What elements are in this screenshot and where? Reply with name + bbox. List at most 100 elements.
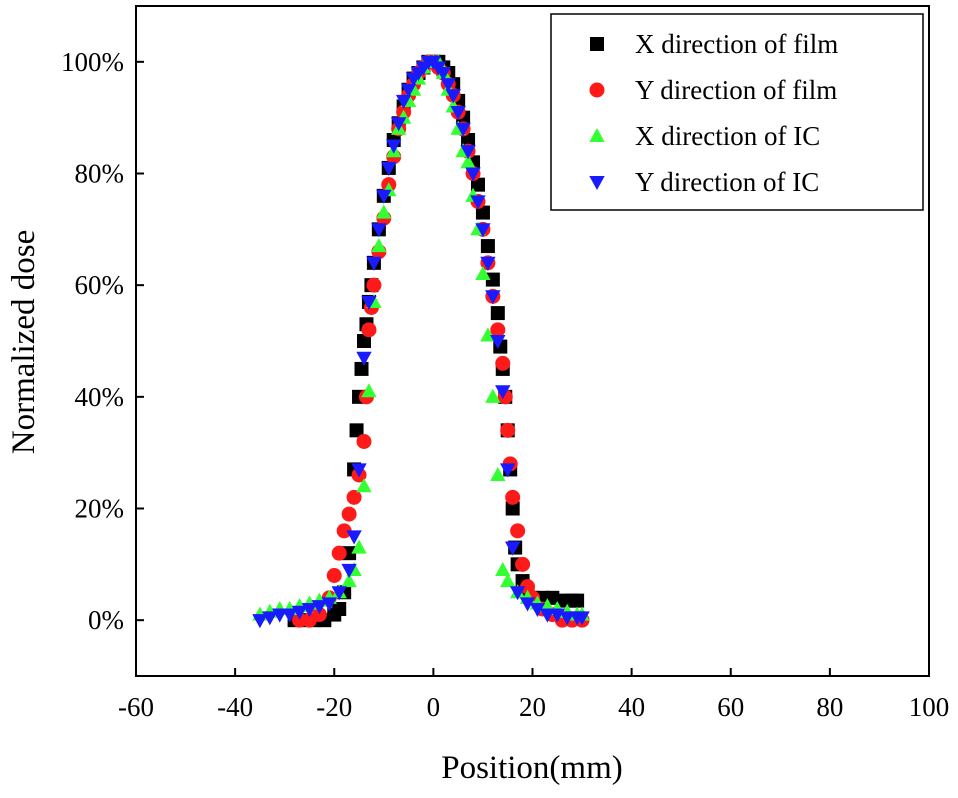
x-axis-title: Position(mm) xyxy=(441,750,623,786)
data-point xyxy=(509,586,526,601)
data-markers xyxy=(252,53,590,629)
x-tick-label: -20 xyxy=(316,692,352,722)
data-point xyxy=(490,306,505,321)
data-point xyxy=(500,463,516,478)
data-point xyxy=(539,608,556,623)
y-tick-label: 80% xyxy=(75,159,125,189)
data-point xyxy=(490,334,506,350)
data-point xyxy=(311,600,328,615)
data-point xyxy=(281,608,298,623)
data-point xyxy=(490,466,506,482)
tick-labels: -60 -40 -20 0 20 40 60 80 100 0% 20% 40% 60% 80% 100% xyxy=(61,47,949,722)
data-point xyxy=(386,139,402,154)
data-point xyxy=(475,223,491,238)
legend-label: Y direction of film xyxy=(635,75,837,105)
data-point xyxy=(291,605,308,620)
data-point xyxy=(272,608,288,623)
data-point xyxy=(361,322,377,338)
data-point xyxy=(336,523,352,539)
data-point xyxy=(519,597,536,612)
x-tick-label: 60 xyxy=(717,692,744,722)
legend-marker xyxy=(590,37,604,51)
data-point xyxy=(500,422,516,438)
data-point xyxy=(356,351,372,366)
series-3 xyxy=(252,53,590,621)
data-point xyxy=(480,239,495,254)
axis-ticks xyxy=(135,60,930,676)
data-point xyxy=(371,238,387,253)
x-tick-label: 20 xyxy=(519,692,546,722)
data-point xyxy=(321,597,337,612)
x-tick-label: 100 xyxy=(909,692,950,722)
data-point xyxy=(475,205,490,220)
data-point xyxy=(341,563,357,578)
data-point xyxy=(505,501,520,516)
data-point xyxy=(470,177,485,192)
series-2 xyxy=(292,54,590,628)
data-point xyxy=(500,573,516,588)
data-point xyxy=(510,523,526,539)
x-tick-label: -40 xyxy=(217,692,253,722)
series-1 xyxy=(287,54,585,628)
data-point xyxy=(371,223,387,238)
data-point xyxy=(475,265,491,281)
y-tick-label: 40% xyxy=(75,382,125,412)
data-point xyxy=(485,272,500,287)
data-point xyxy=(450,106,466,121)
y-tick-label: 60% xyxy=(75,270,125,300)
data-point xyxy=(559,611,575,626)
data-point xyxy=(460,154,476,169)
data-point xyxy=(301,602,318,618)
data-point xyxy=(326,568,342,583)
data-point xyxy=(376,189,392,204)
data-point xyxy=(390,117,407,132)
data-point xyxy=(356,434,372,449)
data-point xyxy=(346,489,362,505)
y-tick-label: 0% xyxy=(88,605,124,635)
legend-label: X direction of film xyxy=(635,29,838,59)
data-point xyxy=(435,66,451,82)
data-point xyxy=(495,561,511,576)
data-point xyxy=(529,602,546,618)
data-point xyxy=(490,322,506,338)
x-tick-label: 0 xyxy=(427,692,441,722)
data-point xyxy=(400,83,417,98)
legend: X direction of film Y direction of film X … xyxy=(550,13,924,211)
data-point xyxy=(341,506,357,522)
data-point xyxy=(346,530,362,545)
data-point xyxy=(515,556,531,572)
x-tick-label: 80 xyxy=(816,692,843,722)
data-point xyxy=(570,593,585,608)
x-tick-label: 40 xyxy=(618,692,645,722)
data-point xyxy=(495,355,511,371)
data-point xyxy=(395,94,412,109)
data-point xyxy=(376,204,392,219)
data-point xyxy=(574,611,590,626)
data-point xyxy=(332,602,347,616)
legend-box xyxy=(550,13,924,211)
data-point xyxy=(341,573,357,588)
data-point xyxy=(520,579,536,595)
legend-label: Y direction of IC xyxy=(635,167,819,197)
data-point xyxy=(331,545,347,561)
y-axis-title: Normalized dose xyxy=(6,230,42,455)
data-point xyxy=(440,78,456,93)
data-point xyxy=(381,161,397,176)
data-point xyxy=(480,256,496,271)
data-point xyxy=(366,277,382,293)
legend-marker xyxy=(589,82,605,98)
data-point xyxy=(331,586,347,601)
data-point xyxy=(470,195,486,210)
legend-marker xyxy=(589,175,605,191)
data-point xyxy=(495,385,511,400)
legend-marker xyxy=(589,127,605,143)
y-tick-label: 20% xyxy=(75,494,125,524)
data-point xyxy=(465,167,481,182)
data-point xyxy=(366,256,382,271)
data-point xyxy=(460,145,476,160)
data-point xyxy=(351,539,367,554)
data-point xyxy=(361,383,377,398)
data-point xyxy=(505,489,521,505)
data-point xyxy=(461,133,476,147)
